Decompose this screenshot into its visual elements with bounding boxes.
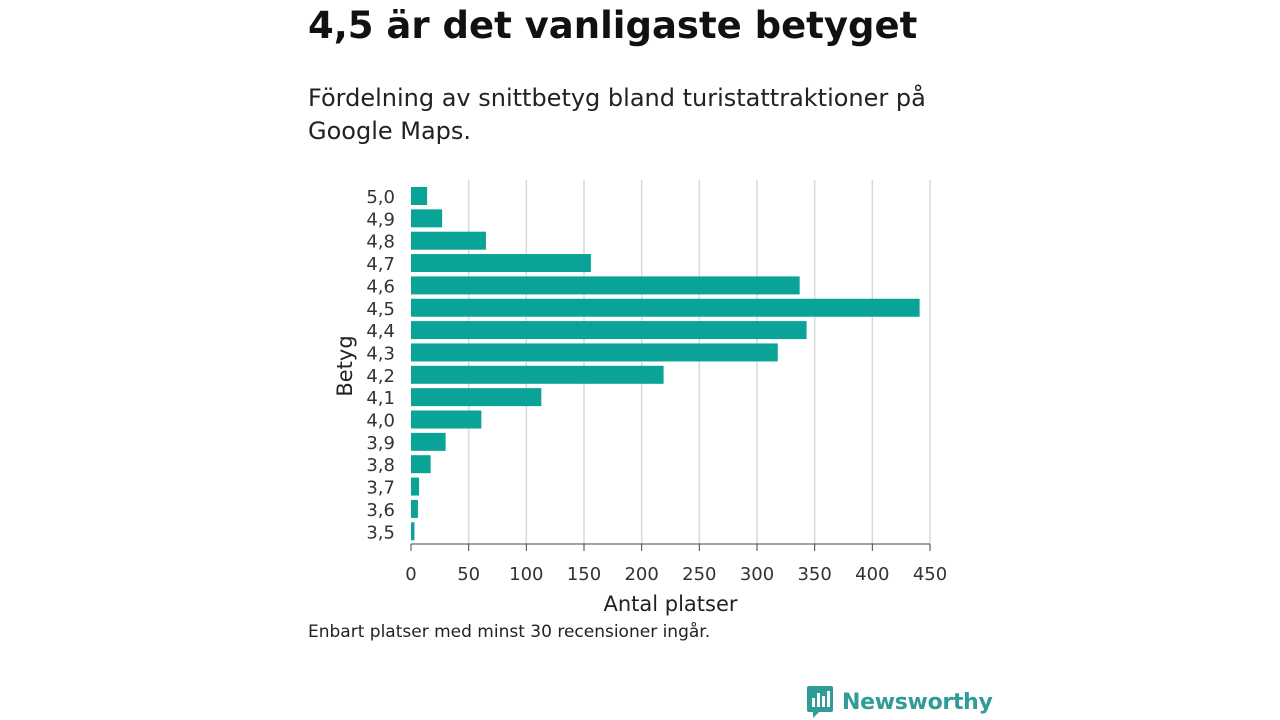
bar (411, 343, 778, 362)
x-tick-label: 400 (855, 564, 889, 585)
x-tick-label: 50 (457, 564, 480, 585)
y-tick-label: 3,5 (366, 522, 395, 543)
x-tick-label: 0 (405, 564, 416, 585)
y-tick-label: 4,0 (366, 411, 395, 432)
x-tick-label: 350 (797, 564, 831, 585)
bar (411, 365, 664, 384)
y-tick-label: 3,9 (366, 433, 395, 454)
y-tick-label: 4,4 (366, 321, 395, 342)
chart-subtitle: Fördelning av snittbetyg bland turistatt… (308, 84, 926, 145)
bar (411, 298, 920, 317)
x-tick-label: 300 (740, 564, 774, 585)
bar (411, 209, 443, 228)
y-tick-label: 4,8 (366, 232, 395, 253)
brand-name: Newsworthy (842, 689, 993, 715)
x-axis-title: Antal platser (603, 592, 737, 616)
bar (411, 477, 420, 496)
bar (411, 410, 482, 429)
bar (411, 254, 591, 273)
bar (411, 231, 486, 250)
x-tick-label: 100 (509, 564, 543, 585)
x-tick-label: 250 (682, 564, 716, 585)
bar (411, 388, 542, 407)
y-tick-label: 4,3 (366, 343, 395, 364)
brand-logo: Newsworthy (806, 685, 993, 719)
x-tick-label: 150 (567, 564, 601, 585)
bars (411, 187, 920, 541)
footnote: Enbart platser med minst 30 recensioner … (308, 622, 711, 642)
bar (411, 455, 431, 474)
y-tick-label: 4,6 (366, 276, 395, 297)
y-tick-label: 4,9 (366, 209, 395, 230)
x-tick-label: 200 (624, 564, 658, 585)
bar (411, 499, 418, 518)
bar (411, 187, 428, 205)
bar (411, 276, 800, 295)
chart-title: 4,5 är det vanligaste betyget (308, 4, 918, 47)
y-tick-label: 4,7 (366, 254, 395, 275)
y-tick-label: 4,2 (366, 366, 395, 387)
y-tick-label: 3,6 (366, 500, 395, 521)
gridlines (467, 180, 931, 544)
y-tick-label: 3,7 (366, 478, 395, 499)
bar (411, 522, 415, 541)
y-tick-label: 5,0 (366, 187, 395, 208)
y-tick-labels: 5,04,94,84,74,64,54,44,34,24,14,03,93,83… (366, 187, 395, 543)
y-tick-label: 4,5 (366, 299, 395, 320)
y-tick-label: 4,1 (366, 388, 395, 409)
x-tick-label: 450 (913, 564, 947, 585)
newsworthy-logo-icon (807, 686, 833, 718)
x-tick-labels: 0 50 100 150 200 250 300 350 400 450 (405, 544, 947, 585)
bar (411, 432, 446, 451)
bar (411, 321, 807, 340)
y-axis-title: Betyg (333, 335, 357, 396)
y-tick-label: 3,8 (366, 455, 395, 476)
